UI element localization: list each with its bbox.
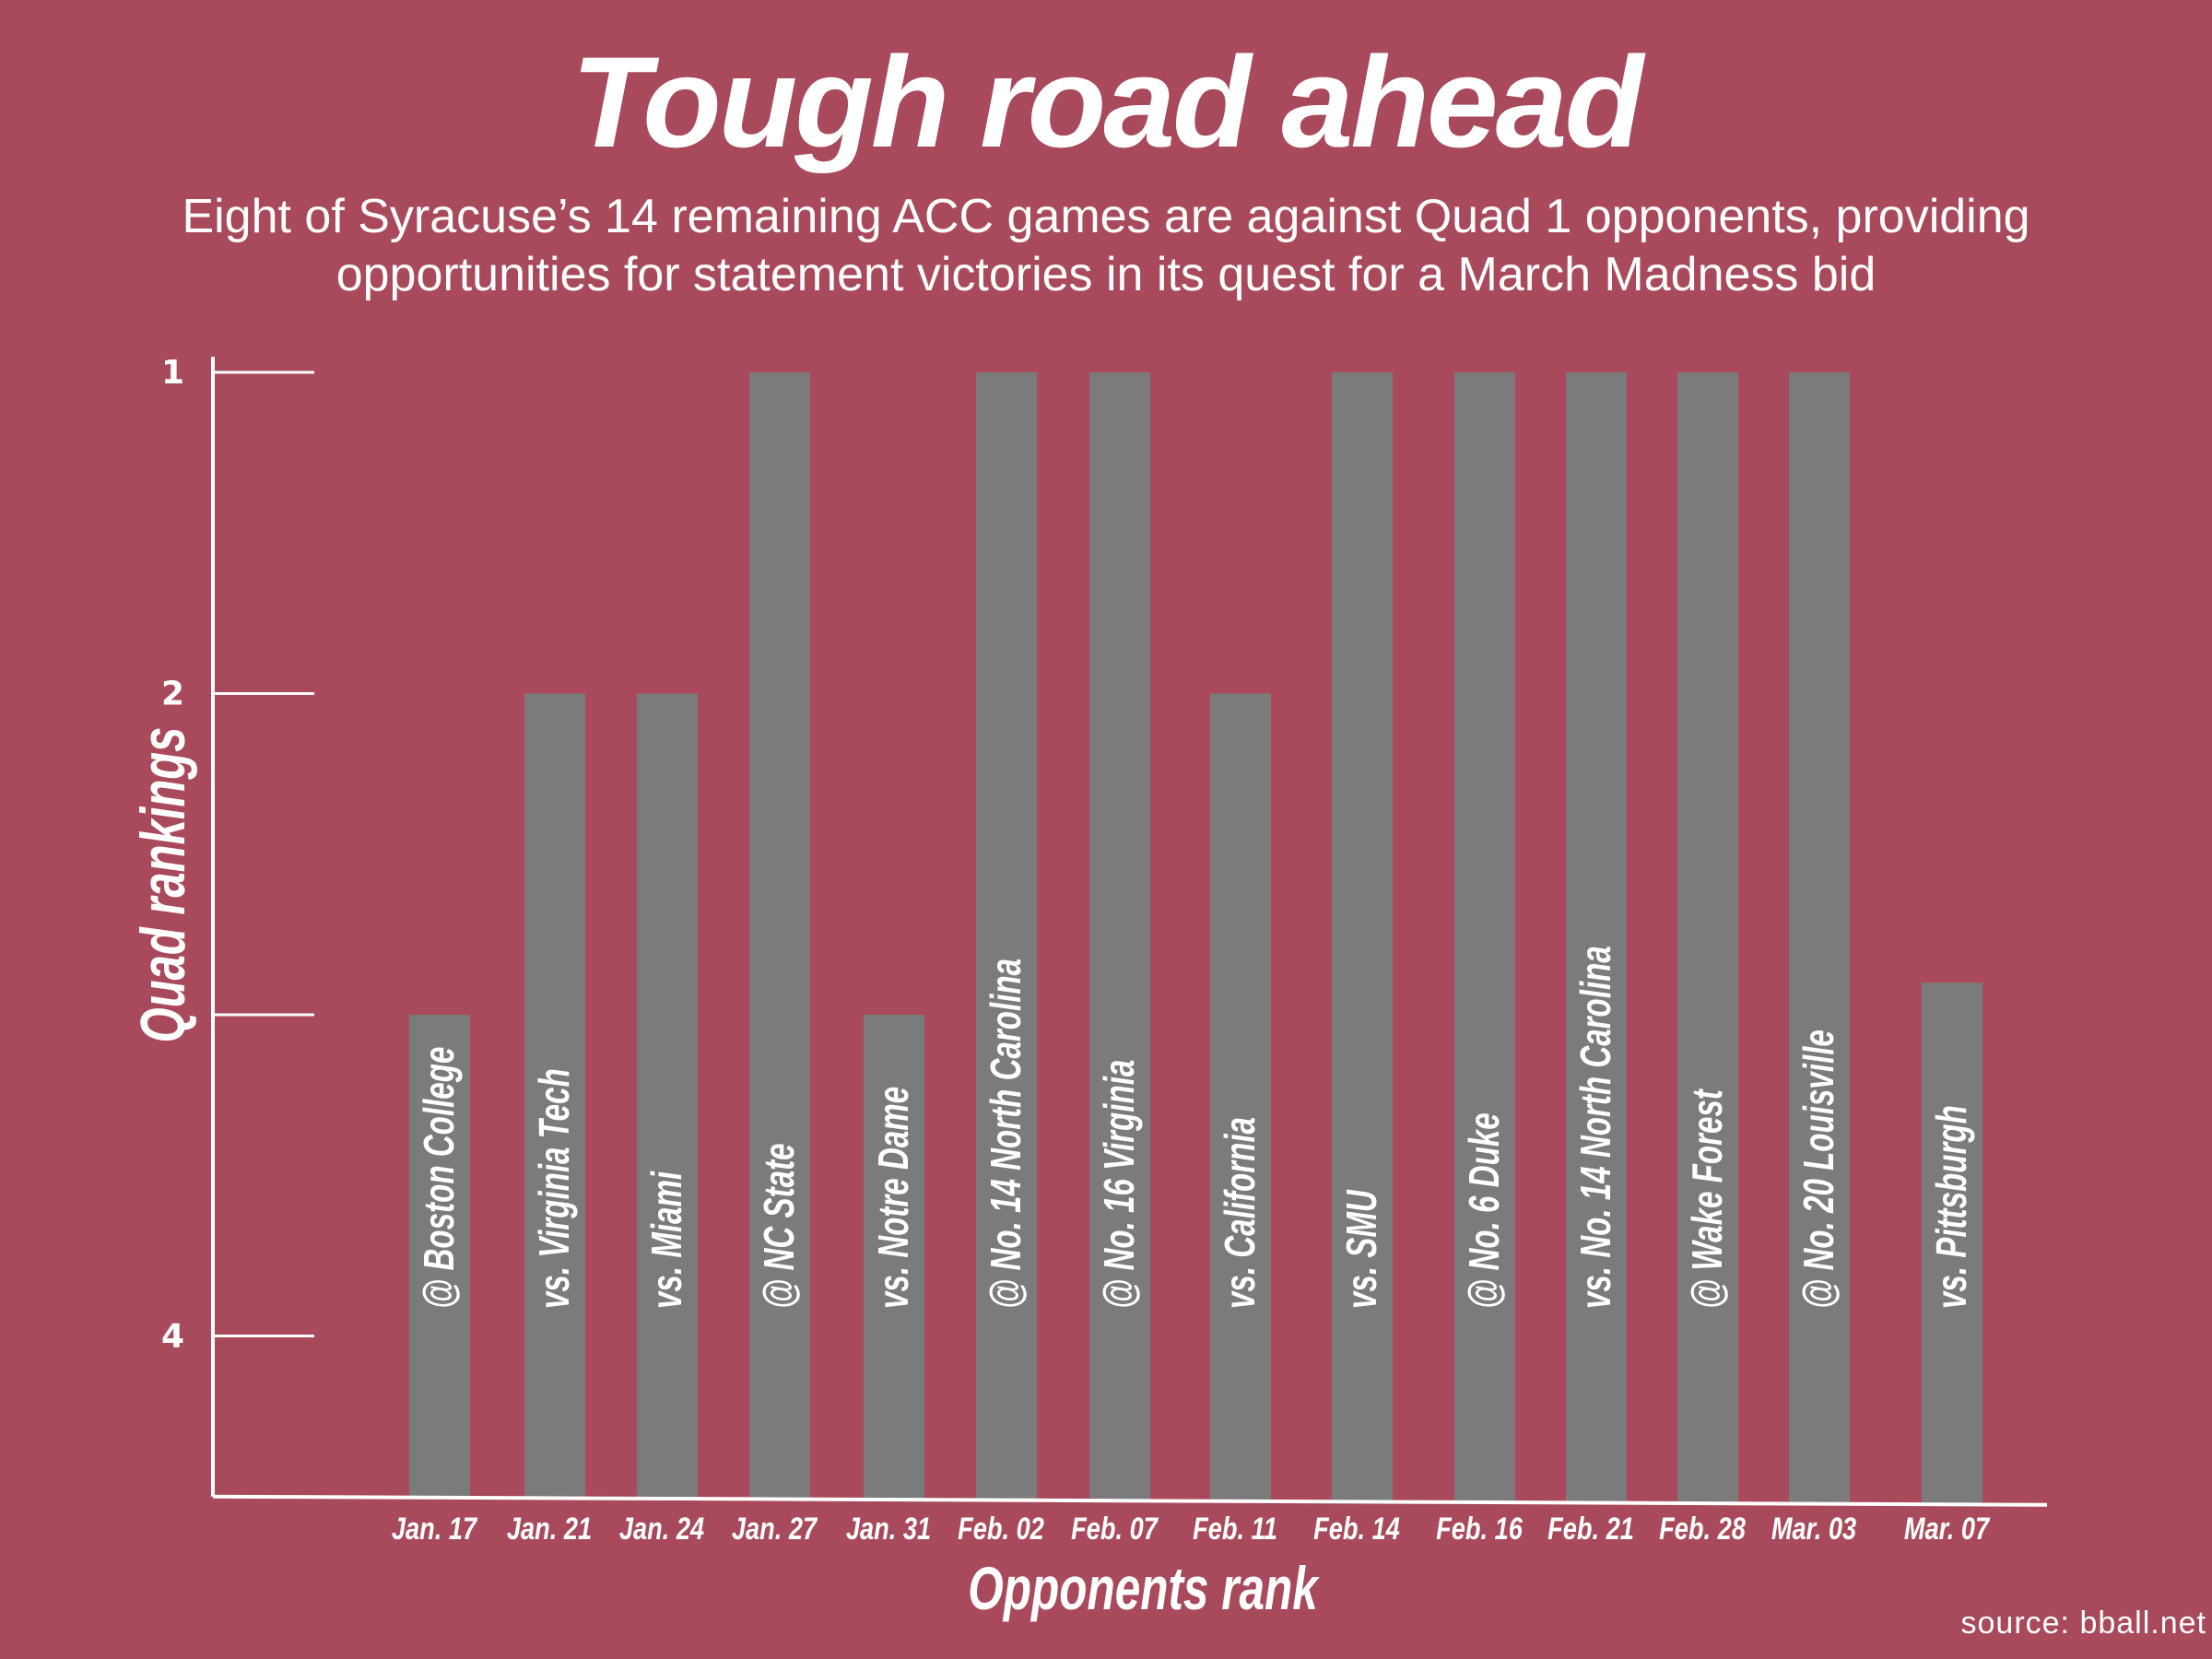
- bar: [864, 1015, 924, 1500]
- x-tick-label: Feb. 02: [958, 1511, 1044, 1547]
- x-tick-label: Feb. 16: [1436, 1511, 1523, 1547]
- chart-title: Tough road ahead: [571, 29, 1643, 174]
- x-tick-label: Feb. 21: [1547, 1511, 1634, 1547]
- bar-label: @ No. 20 Louisville: [1796, 1030, 1842, 1309]
- bar-label: @ NC State: [757, 1143, 803, 1309]
- bar-label: @ Boston College: [417, 1047, 463, 1309]
- x-tick-label: Jan. 27: [732, 1511, 818, 1547]
- bar-label: @ No. 16 Virginia: [1097, 1060, 1143, 1309]
- x-tick-label: Mar. 03: [1771, 1511, 1856, 1547]
- y-tick-label: 2: [161, 676, 184, 713]
- bar: [1566, 372, 1627, 1503]
- x-tick-label: Mar. 07: [1904, 1511, 1991, 1547]
- y-axis-label: Quad rankings: [127, 727, 198, 1043]
- x-axis-label: Opponents rank: [968, 1555, 1320, 1623]
- y-tick-label: 4: [161, 1318, 184, 1356]
- x-tick-label: Feb. 11: [1193, 1511, 1277, 1547]
- bar-label: vs. SMU: [1339, 1189, 1385, 1309]
- axes: 1 2 4: [161, 354, 2048, 1507]
- bar-label: vs. California: [1218, 1117, 1264, 1309]
- bar: [1789, 372, 1850, 1504]
- bar: [976, 372, 1037, 1500]
- bar: [1210, 693, 1271, 1501]
- bar-label: @ No. 6 Duke: [1462, 1112, 1508, 1309]
- bar-label: @ No. 14 North Carolina: [983, 959, 1030, 1309]
- x-tick-label: Jan. 24: [619, 1511, 704, 1547]
- x-tick-label: Jan. 17: [392, 1511, 478, 1547]
- bar: [1454, 372, 1515, 1502]
- chart-subtitle: Eight of Syracuse’s 14 remaining ACC gam…: [182, 190, 2030, 301]
- x-axis-line: [212, 1494, 2048, 1507]
- bar: [1677, 372, 1738, 1504]
- x-tick-label: Feb. 28: [1659, 1511, 1746, 1547]
- x-tick-label: Jan. 21: [507, 1511, 592, 1547]
- bar: [524, 693, 585, 1499]
- x-tick-label: Feb. 14: [1313, 1511, 1400, 1547]
- bar-label: vs. No. 14 North Carolina: [1573, 946, 1619, 1309]
- bar: [1922, 982, 1983, 1505]
- x-tick-label: Feb. 07: [1071, 1511, 1159, 1547]
- y-tick-label: 1: [161, 354, 184, 392]
- bar-label: vs. Virginia Tech: [532, 1068, 578, 1309]
- source-note: source: bball.net: [1960, 1606, 2206, 1641]
- bar-label: vs. Miami: [644, 1171, 690, 1309]
- bar: [637, 693, 698, 1499]
- x-tick-label: Jan. 31: [846, 1511, 931, 1547]
- bar-label: @ Wake Forest: [1685, 1088, 1731, 1309]
- bar-label: vs. Pittsburgh: [1929, 1105, 1975, 1309]
- bar: [1332, 372, 1393, 1502]
- bar: [409, 1015, 470, 1498]
- bars: @ Boston College Jan. 17 vs. Virginia Tech…: [392, 372, 1991, 1547]
- bar: [749, 372, 810, 1500]
- bar: [1089, 372, 1150, 1501]
- bar-label: vs. Notre Dame: [871, 1087, 917, 1309]
